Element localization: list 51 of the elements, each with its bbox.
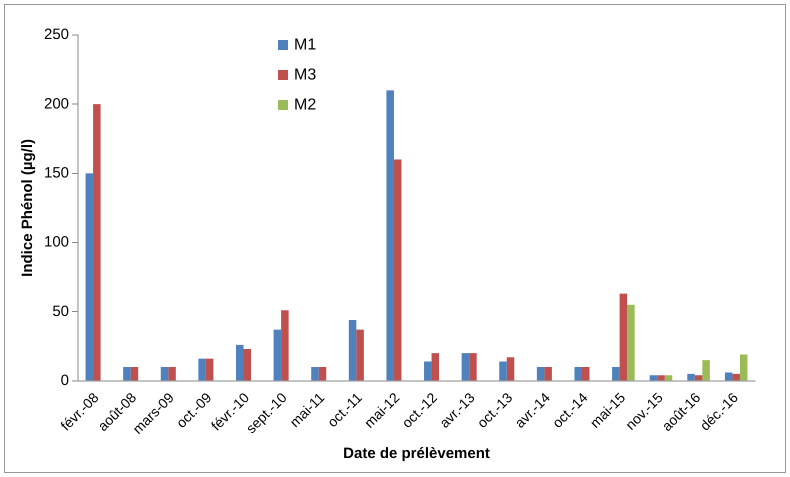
bar [687,374,695,380]
bar [424,361,432,380]
y-tick-label: 150 [44,164,70,182]
bar [274,330,282,380]
bar [740,354,748,380]
legend-label: M2 [294,96,316,114]
bar [499,361,507,380]
bar [311,366,319,380]
bar [620,294,628,380]
bar [694,375,702,380]
bar [612,366,620,380]
bar [394,159,402,380]
bar [650,375,658,380]
bar [724,372,732,380]
x-axis-title: Date de prélèvement [343,445,490,462]
bar [356,330,364,380]
bar [732,374,740,380]
bar [574,366,582,380]
bar [198,358,206,380]
legend-label: M1 [294,36,316,54]
bar [348,320,356,380]
bar [462,353,470,380]
legend-label: M3 [294,66,316,84]
bar [206,358,214,380]
y-axis-title: Indice Phénol (µg/l) [19,138,36,277]
y-tick-label: 250 [44,26,70,44]
bar [168,366,176,380]
y-tick-label: 50 [52,302,70,320]
bar [544,366,552,380]
bar [506,357,514,380]
y-tick-label: 100 [44,234,70,251]
bar [86,173,94,380]
bar [93,104,101,380]
bar [657,375,665,380]
bar [432,353,440,380]
y-tick-label: 0 [60,372,70,389]
bar [664,375,672,380]
bar [469,353,477,380]
bar [236,344,244,380]
y-tick-label: 200 [44,95,70,112]
bar [123,366,131,380]
bar [318,366,326,380]
bar [702,360,710,380]
bar [627,304,635,380]
bar [386,90,394,380]
bar [160,366,168,380]
bar [130,366,138,380]
bar [536,366,544,380]
bar [244,349,252,380]
bar [281,310,289,380]
bar [582,366,590,380]
